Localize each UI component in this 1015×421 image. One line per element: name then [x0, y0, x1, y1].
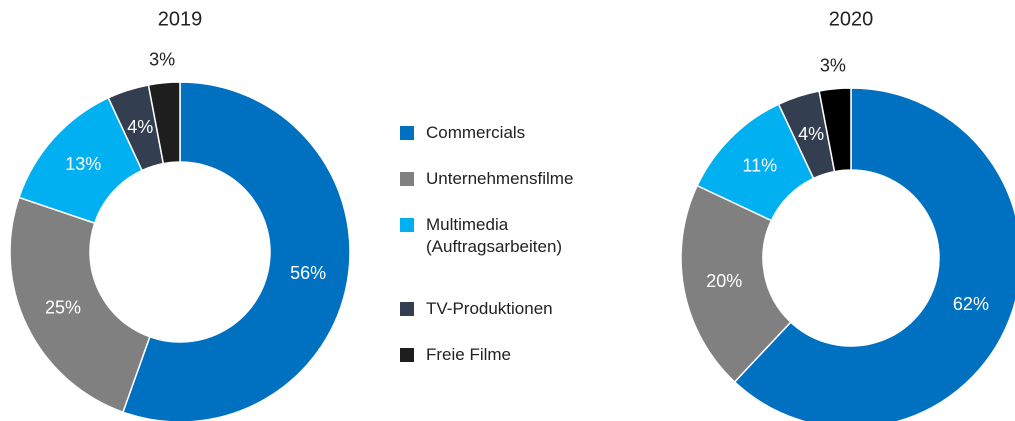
donut-slice: [147, 81, 181, 165]
donut-slice: [9, 196, 151, 414]
legend-item: Multimedia (Auftragsarbeiten): [400, 214, 600, 298]
legend: Commercials Unternehmensfilme Multimedia (…: [400, 122, 600, 390]
data-label: 56%: [290, 263, 326, 283]
data-label: 3%: [820, 56, 846, 76]
data-label: 11%: [742, 156, 777, 176]
legend-label: Commercials: [426, 123, 526, 142]
data-label: 4%: [127, 117, 153, 137]
data-label: 3%: [149, 50, 175, 70]
donut-slice: [818, 87, 852, 173]
data-label: 4%: [798, 124, 824, 144]
data-label: 62%: [953, 294, 989, 314]
donut-slice: [733, 87, 1015, 421]
data-label: 25%: [45, 297, 81, 317]
data-label: 20%: [706, 271, 742, 291]
donut-slice: [680, 184, 792, 383]
legend-label: TV-Produktionen: [426, 299, 553, 318]
chart-title: 2019: [158, 8, 203, 30]
legend-label: Unternehmensfilme: [426, 169, 574, 188]
data-label: 13%: [65, 154, 101, 174]
legend-swatch: [400, 302, 414, 316]
legend-swatch: [400, 172, 414, 186]
legend-item: Commercials: [400, 122, 600, 168]
legend-label: Freie Filme: [426, 345, 512, 364]
donut-slice: [122, 81, 351, 421]
legend-swatch: [400, 218, 414, 232]
legend-item: Unternehmensfilme: [400, 168, 600, 214]
legend-item: TV-Produktionen: [400, 298, 600, 344]
chart-title: 2020: [829, 8, 874, 30]
legend-label: Multimedia (Auftragsarbeiten): [426, 215, 563, 256]
legend-swatch: [400, 348, 414, 362]
legend-item: Freie Filme: [400, 344, 600, 390]
legend-swatch: [400, 126, 414, 140]
